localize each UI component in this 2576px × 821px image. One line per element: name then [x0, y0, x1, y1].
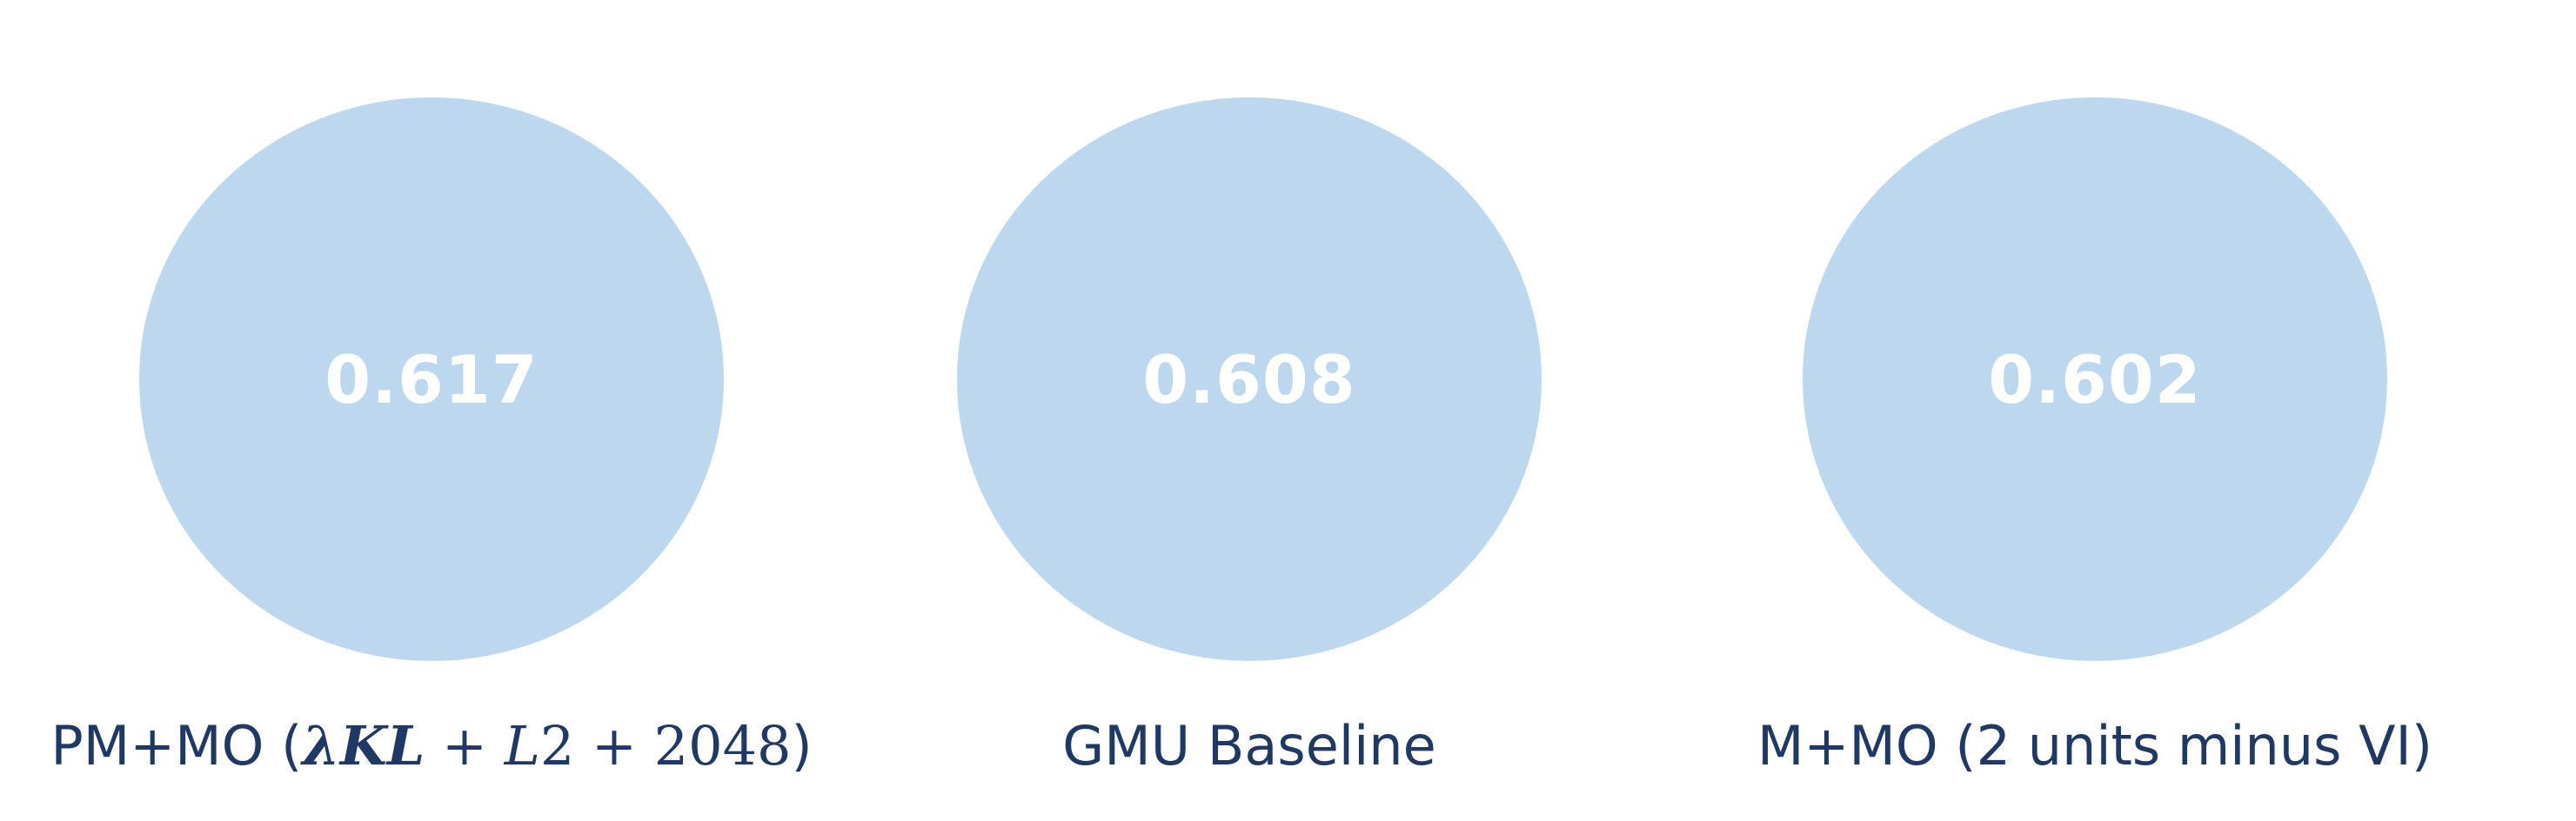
score-value: 0.617: [325, 340, 539, 418]
score-bubble: 0.617: [139, 97, 724, 661]
score-value: 0.602: [1988, 340, 2202, 418]
model-label-prefix: PM+MO (: [50, 714, 303, 778]
model-label-suffix: ): [791, 714, 813, 778]
model-label: M+MO (2 units minus VI): [1756, 714, 2433, 778]
score-bubble: 0.608: [957, 97, 1542, 661]
model-label: PM+MO (λKL + L2 + 2048): [50, 711, 812, 781]
score-value: 0.608: [1142, 340, 1356, 418]
score-bubble: 0.602: [1803, 97, 2387, 661]
model-label-formula: λKL + L2 + 2048: [302, 714, 792, 778]
model-label: GMU Baseline: [1062, 714, 1436, 778]
